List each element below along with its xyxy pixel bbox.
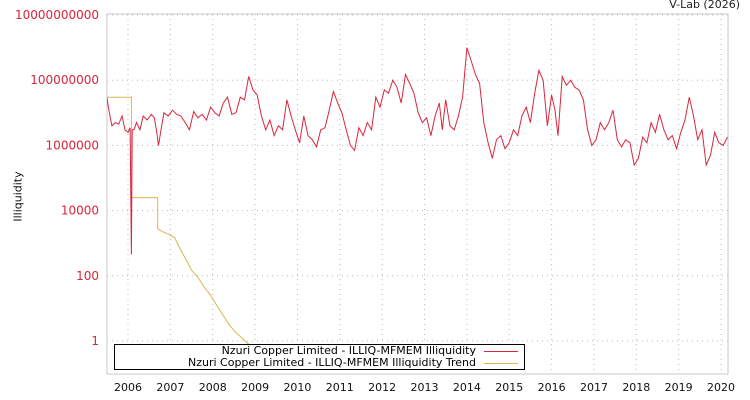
- x-tick-label: 2017: [580, 381, 608, 394]
- y-tick-label: 10000000000: [15, 8, 99, 22]
- x-tick-label: 2011: [326, 381, 354, 394]
- series-line: [107, 47, 728, 255]
- series-line: [107, 96, 256, 359]
- y-axis-label: Illiquidity: [11, 171, 25, 222]
- plot-area: [106, 13, 729, 375]
- gridlines: [107, 14, 728, 374]
- series-lines: [107, 47, 728, 359]
- legend-swatch-red: [484, 350, 518, 352]
- y-axis-ticks: 10000000000 100000000 1000000 10000 100 1: [15, 8, 99, 348]
- x-axis-ticks: 2006 2007 2008 2009 2010 2011 2012 2013 2014 2015…: [114, 381, 735, 394]
- credit-label: V-Lab (2026): [669, 0, 740, 11]
- legend-item-trend: Nzuri Copper Limited - ILLIQ-MFMEM Illiq…: [115, 357, 524, 369]
- y-tick-label: 10000: [61, 204, 99, 218]
- y-tick-label: 1000000: [46, 138, 99, 152]
- x-tick-label: 2010: [283, 381, 311, 394]
- x-tick-label: 2014: [453, 381, 481, 394]
- x-tick-label: 2007: [156, 381, 184, 394]
- legend-label: Nzuri Copper Limited - ILLIQ-MFMEM Illiq…: [221, 344, 476, 357]
- legend-label: Nzuri Copper Limited - ILLIQ-MFMEM Illiq…: [187, 356, 476, 369]
- legend-item-illiquidity: Nzuri Copper Limited - ILLIQ-MFMEM Illiq…: [115, 345, 524, 357]
- x-tick-label: 2006: [114, 381, 142, 394]
- y-tick-label: 100: [76, 269, 99, 283]
- y-tick-label: 100000000: [30, 73, 99, 87]
- x-tick-label: 2009: [241, 381, 269, 394]
- x-tick-label: 2020: [707, 381, 735, 394]
- x-tick-label: 2008: [199, 381, 227, 394]
- x-tick-label: 2012: [368, 381, 396, 394]
- x-tick-label: 2019: [665, 381, 693, 394]
- y-tick-label: 1: [91, 334, 99, 348]
- legend-swatch-gold: [484, 362, 518, 364]
- x-tick-label: 2015: [495, 381, 523, 394]
- x-tick-label: 2018: [622, 381, 650, 394]
- x-tick-label: 2016: [538, 381, 566, 394]
- x-tick-label: 2013: [411, 381, 439, 394]
- legend: Nzuri Copper Limited - ILLIQ-MFMEM Illiq…: [114, 344, 525, 370]
